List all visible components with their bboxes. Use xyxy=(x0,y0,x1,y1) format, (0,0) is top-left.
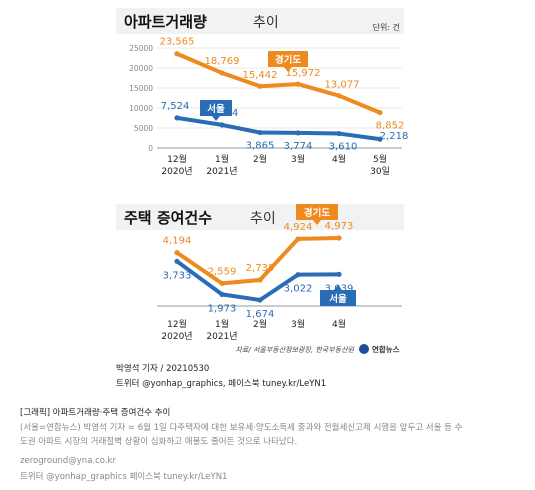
chart2-xtick-label: 2월 xyxy=(253,318,267,330)
source-note: 자료/ 서울부동산정보광장, 한국부동산원 xyxy=(235,346,354,354)
chart1-data-label: 23,565 xyxy=(160,37,195,48)
chart1-data-label: 15,442 xyxy=(243,70,278,81)
chart1-ytick-label: 5000 xyxy=(134,124,153,133)
chart1-series-line-gyeonggi xyxy=(175,51,382,115)
chart2-series-line-gyeonggi xyxy=(175,236,341,286)
chart2-xtick-sublabel: 2020년 xyxy=(161,331,192,342)
charts-svg: 아파트거래량 추이 단위: 건050001000015000200002500023… xyxy=(116,8,409,354)
chart2-data-label: 3,733 xyxy=(163,270,192,281)
chart2-data-point xyxy=(336,235,342,241)
chart1-data-point xyxy=(336,93,342,99)
chart2-xtick-sublabel: 2021년 xyxy=(206,331,237,342)
chart1-xtick-sublabel: 2020년 xyxy=(161,166,192,177)
chart1-data-point xyxy=(219,70,225,76)
infographic: 아파트거래량 추이 단위: 건 0 5000 10000 15000 20000 25000 23… xyxy=(110,0,410,368)
chart2-data-point xyxy=(336,271,342,277)
chart2-data-point xyxy=(257,297,263,303)
chart2-title-suffix: 추이 xyxy=(250,211,276,227)
chart1-data-point xyxy=(377,136,383,142)
chart2-xtick-label: 1월 xyxy=(215,318,229,330)
byline-author-date: 박영석 기자 / 20210530 xyxy=(116,364,210,374)
chart1-xtick-label: 4월 xyxy=(332,153,346,165)
chart2-legend-tag-gyeonggi xyxy=(296,204,338,225)
chart1-xtick-label: 5월 xyxy=(373,153,387,165)
chart1-data-label: 3,865 xyxy=(246,141,275,152)
chart2-data-label: 3,022 xyxy=(284,284,313,295)
chart1-data-point xyxy=(219,122,225,128)
chart1-legend-label-gyeonggi: 경기도 xyxy=(275,54,301,66)
chart1-title-suffix: 추이 xyxy=(253,15,279,31)
agency-logo-icon xyxy=(359,344,369,354)
chart2-title: 주택 증여건수 xyxy=(124,209,212,227)
chart1-series-line-seoul xyxy=(175,115,382,142)
chart2-data-label: 1,674 xyxy=(246,309,275,320)
caption-email: zeroground@yna.co.kr xyxy=(20,456,116,466)
caption-body-line-1: (서울=연합뉴스) 박영석 기자 = 6월 1일 다주택자에 대한 보유세·양도… xyxy=(20,423,463,433)
chart1-data-point xyxy=(174,115,180,121)
chart2-legend-label-gyeonggi: 경기도 xyxy=(304,207,330,219)
agency-name: 연합뉴스 xyxy=(372,344,400,354)
chart1-data-point xyxy=(295,130,301,136)
chart1-xtick-label: 1월 xyxy=(215,153,229,165)
chart1-ytick-label: 15000 xyxy=(129,84,153,93)
chart1-data-label: 15,972 xyxy=(286,68,321,79)
chart1-xtick-sublabel: 30일 xyxy=(370,166,390,177)
chart2-data-label: 1,973 xyxy=(208,303,237,314)
chart1-title: 아파트거래량 xyxy=(124,13,207,31)
chart1-data-point xyxy=(257,83,263,89)
byline-social: 트위터 @yonhap_graphics, 페이스북 tuney.kr/LeYN… xyxy=(116,379,327,389)
chart2-data-label: 4,973 xyxy=(325,221,354,232)
chart1-legend-label-seoul: 서울 xyxy=(207,103,225,115)
chart1-ytick-label: 20000 xyxy=(129,64,153,73)
chart2-data-point xyxy=(219,291,225,297)
chart1-xtick-label: 12월 xyxy=(167,153,187,165)
caption-title: [그래픽] 아파트거래량·주택 증여건수 추이 xyxy=(20,408,171,418)
chart1-data-label: 3,610 xyxy=(329,142,358,153)
chart2-legend-label-seoul: 서울 xyxy=(329,293,347,305)
chart2-data-point xyxy=(295,272,301,278)
chart2-data-point xyxy=(174,250,180,256)
caption: [그래픽] 아파트거래량·주택 증여건수 추이 (서울=연합뉴스) 박영석 기자… xyxy=(20,405,525,485)
chart1-data-label: 18,769 xyxy=(205,56,240,67)
chart2-data-point xyxy=(219,280,225,286)
chart2-data-label: 4,924 xyxy=(284,222,313,233)
chart1-title-band xyxy=(116,8,404,34)
chart1-data-label: 2,218 xyxy=(380,131,409,142)
chart1-legend-tag-seoul xyxy=(200,100,232,121)
chart2-data-label: 2,559 xyxy=(208,266,237,277)
chart1-xtick-label: 3월 xyxy=(291,153,305,165)
chart2-data-label: 4,194 xyxy=(163,236,192,247)
chart2-title-band xyxy=(116,204,404,230)
chart1-xtick-label: 2월 xyxy=(253,153,267,165)
chart1-data-label: 8,852 xyxy=(376,121,405,132)
chart1-data-point xyxy=(377,109,383,116)
chart1-ytick-label: 25000 xyxy=(129,44,153,53)
chart2-xtick-label: 12월 xyxy=(167,318,187,330)
chart2-legend-tag-seoul xyxy=(320,285,356,306)
chart1-ytick-label: 10000 xyxy=(129,104,153,113)
chart1-data-point xyxy=(295,81,301,87)
chart2-data-point xyxy=(257,277,263,283)
caption-body-line-2: 도권 아파트 시장의 거래절벽 상황이 심화하고 매물도 줄어든 것으로 나타났… xyxy=(20,437,298,447)
chart2-data-point xyxy=(174,258,180,264)
chart2-data-point xyxy=(295,236,301,242)
chart1-xtick-sublabel: 2021년 xyxy=(206,166,237,177)
chart2-xtick-label: 3월 xyxy=(291,318,305,330)
chart1-data-label: 7,524 xyxy=(161,101,190,112)
chart1-legend-tag-gyeonggi xyxy=(268,51,308,72)
caption-social: 트위터 @yonhap_graphics 페이스북 tuney.kr/LeYN1 xyxy=(20,472,228,482)
chart2-xtick-label: 4월 xyxy=(332,318,346,330)
chart1-data-label: 3,774 xyxy=(284,141,313,152)
chart2-data-label: 2,739 xyxy=(246,263,275,274)
chart1-data-point xyxy=(174,51,180,57)
chart1-data-point xyxy=(257,129,263,136)
unit-label: 단위: 건 xyxy=(373,22,400,32)
chart1-data-label: 13,077 xyxy=(325,80,360,91)
chart1-data-point xyxy=(336,130,342,137)
chart1-ytick-label: 0 xyxy=(148,144,153,153)
